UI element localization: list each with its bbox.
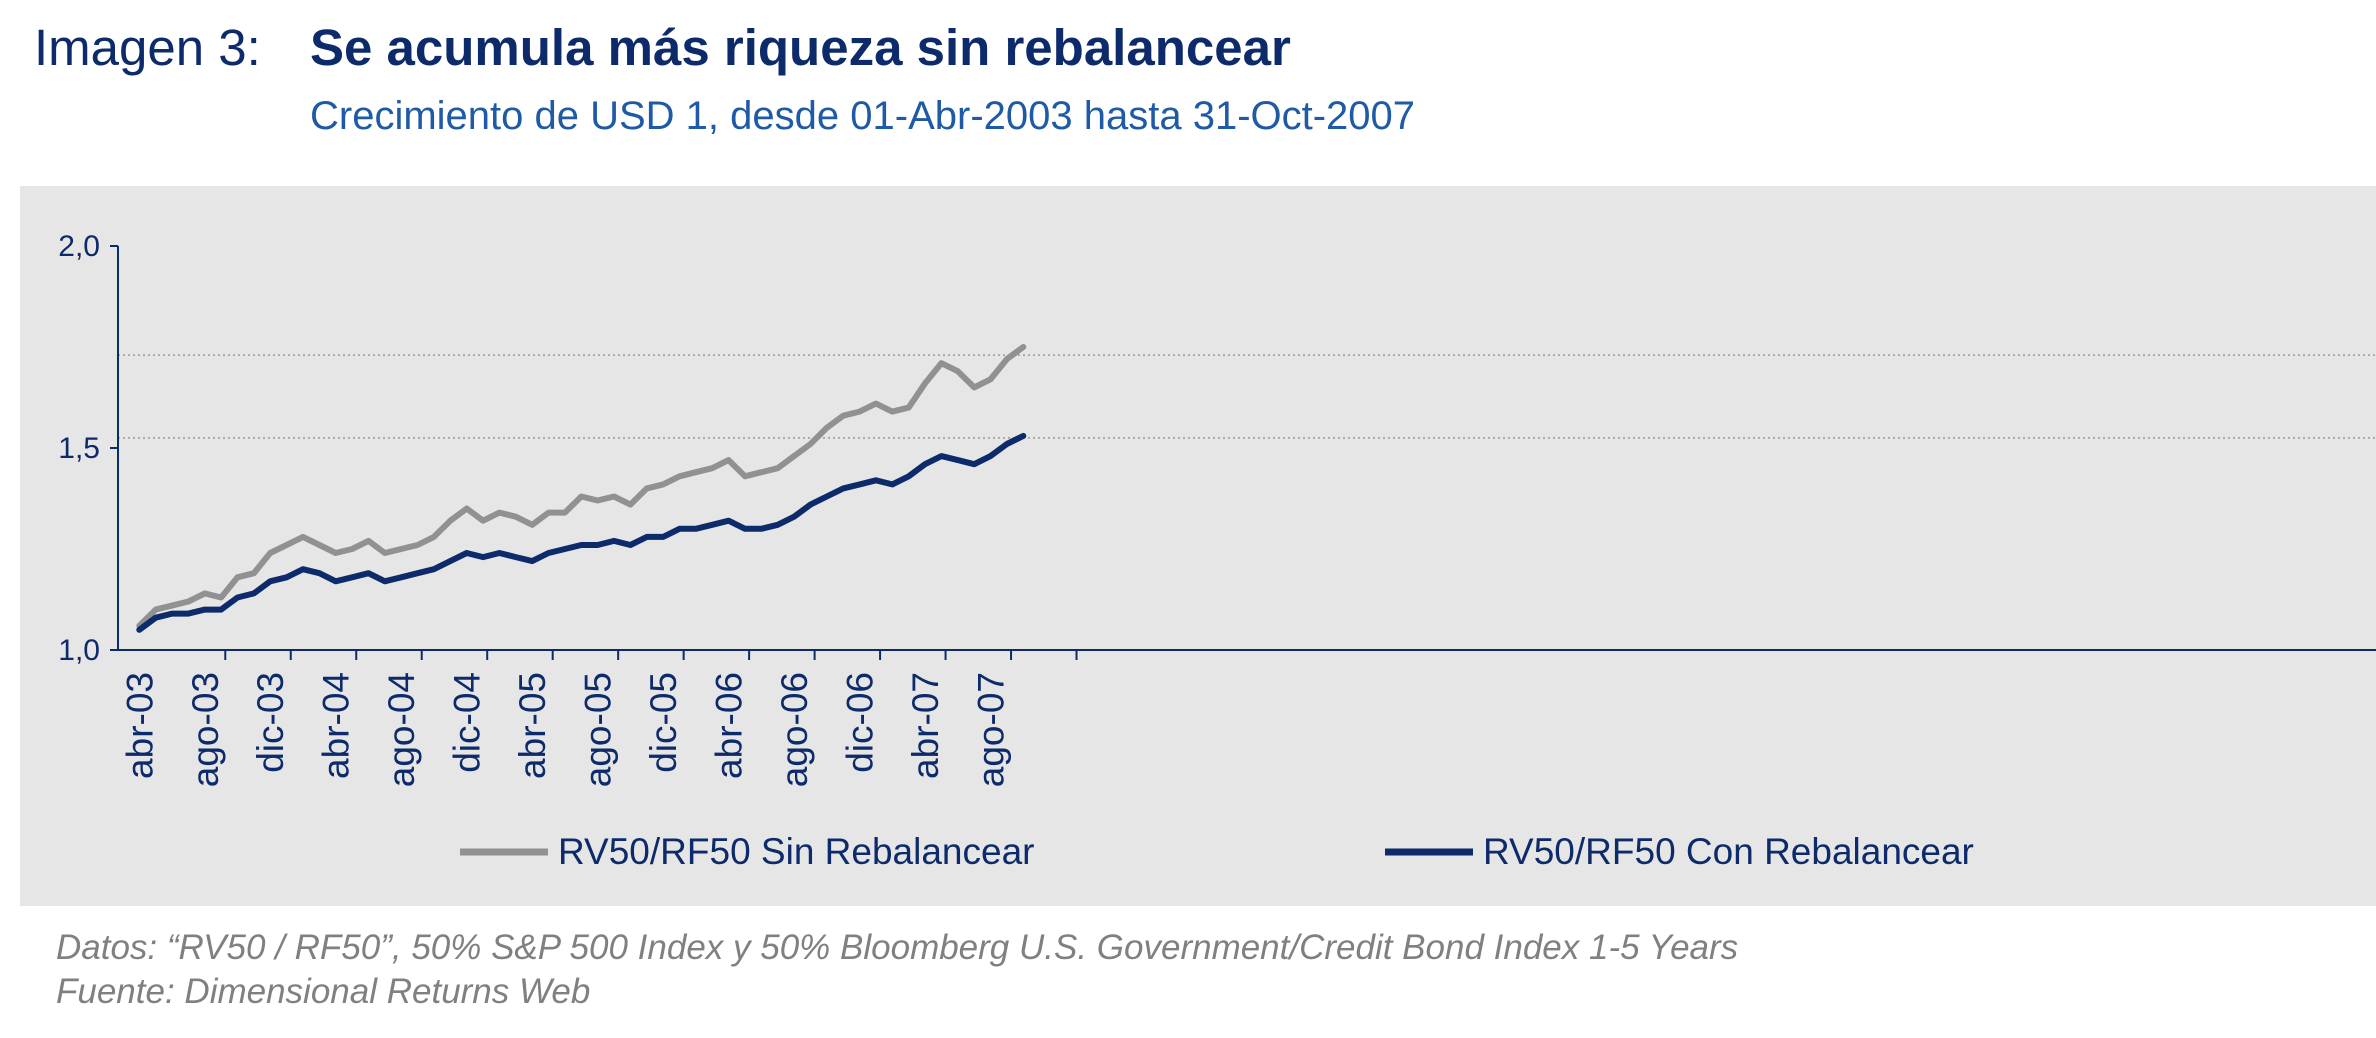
line-chart: 1,0 1,5 2,0 abr-03 ago-03 dic-03 abr-04 ago-04 d… [58,230,2376,872]
series-line-0 [136,344,1027,629]
legend-label-0: RV50/RF50 Sin Rebalancear [558,831,1034,872]
legend-label-1: RV50/RF50 Con Rebalancear [1483,831,1974,872]
x-tick-label-8: dic-05 [643,672,684,773]
x-tick-label-5: dic-04 [447,672,488,773]
x-tick-label-10: ago-06 [774,672,815,787]
x-tick-label-0: abr-03 [119,672,160,779]
x-tick-label-3: abr-04 [316,672,357,779]
x-tick-label-7: ago-05 [578,672,619,787]
x-tick-label-11: dic-06 [840,672,881,773]
series-line-1 [136,432,1027,633]
y-tick-label-1: 1,5 [58,432,100,465]
x-tick-label-13: ago-07 [971,672,1012,787]
y-tick-label-0: 1,0 [58,634,100,667]
x-tick-label-12: abr-07 [905,672,946,779]
chart-title: Se acumula más riqueza sin rebalancear [310,19,1291,76]
figure-label: Imagen 3: [34,19,261,76]
x-tick-label-4: ago-04 [381,672,422,787]
x-tick-label-2: dic-03 [250,672,291,773]
x-tick-label-9: abr-06 [709,672,750,779]
chart-notes: Datos: “RV50 / RF50”, 50% S&P 500 Index … [56,926,1738,1014]
chart-panel: 1,0 1,5 2,0 abr-03 ago-03 dic-03 abr-04 ago-04 d… [20,186,2376,906]
chart-subtitle: Crecimiento de USD 1, desde 01-Abr-2003 … [310,94,1416,138]
x-tick-label-1: ago-03 [185,672,226,787]
x-tick-label-6: abr-05 [512,672,553,779]
data-note: Datos: “RV50 / RF50”, 50% S&P 500 Index … [56,928,1739,967]
source-note: Fuente: Dimensional Returns Web [56,972,591,1011]
y-tick-label-2: 2,0 [58,230,100,263]
